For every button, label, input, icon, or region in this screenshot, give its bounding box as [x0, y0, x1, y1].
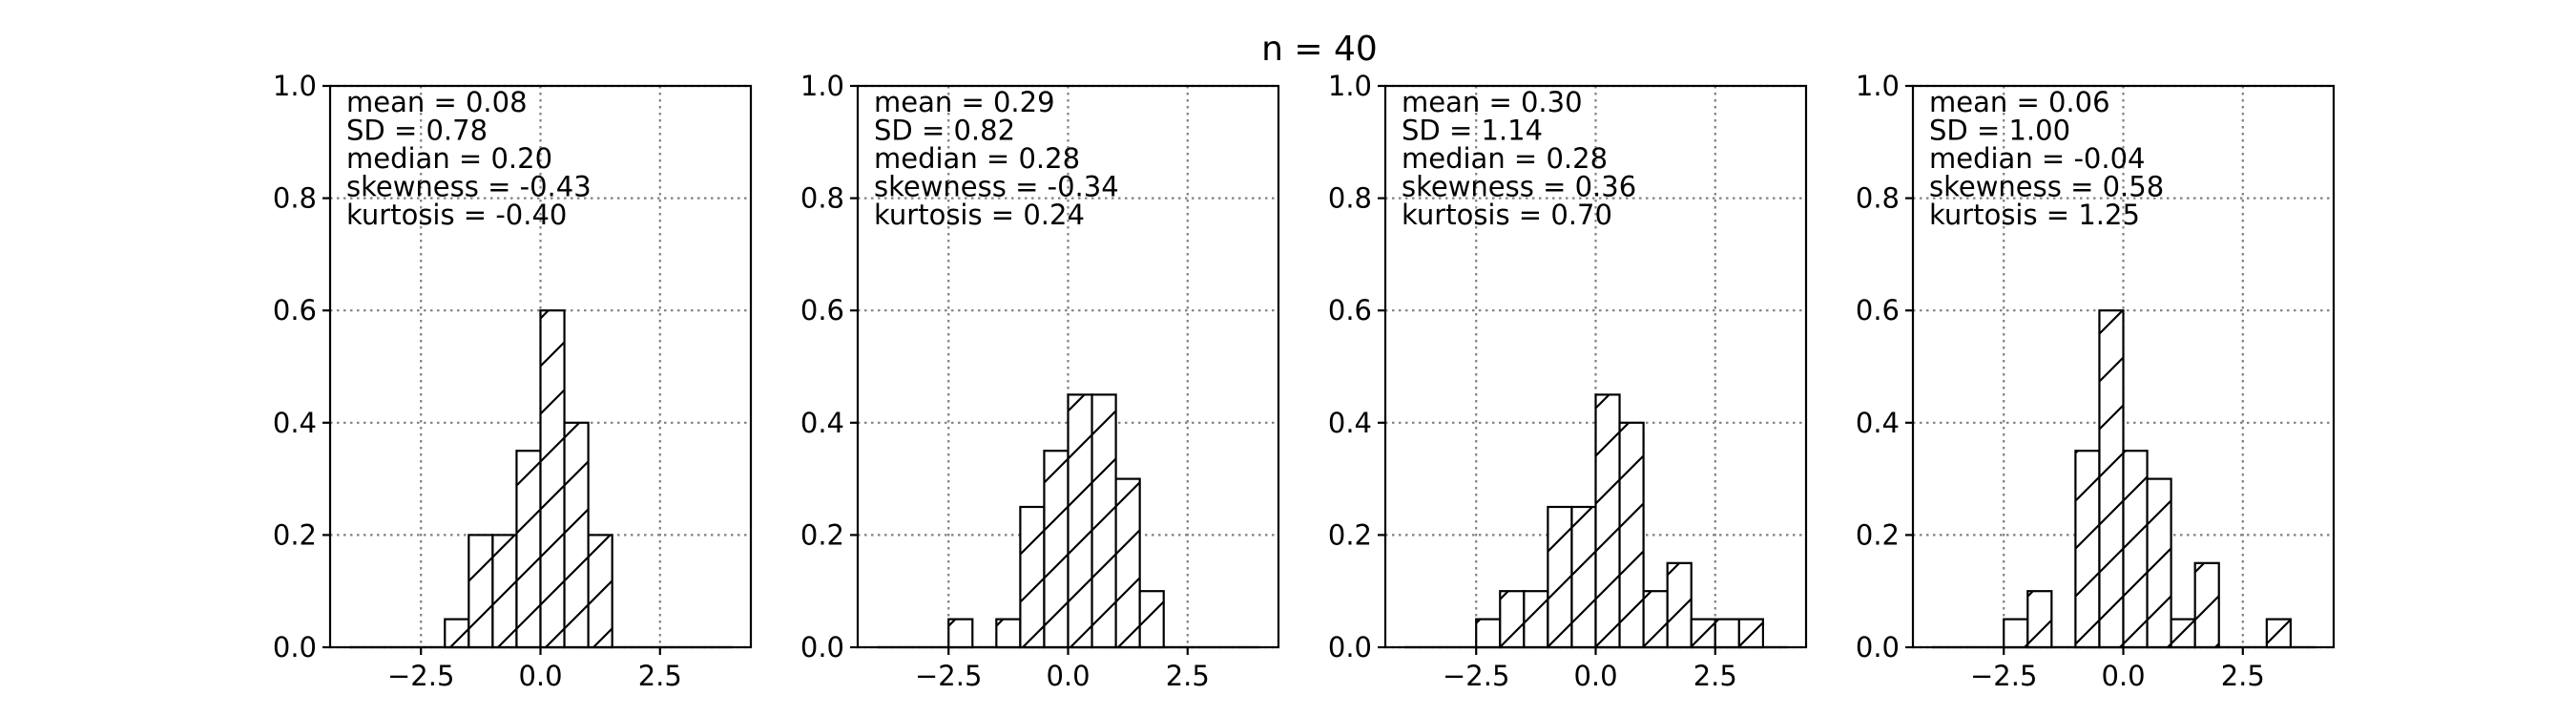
y-tick-label: 0.4	[1328, 407, 1372, 439]
y-tick-label: 0.8	[800, 182, 844, 215]
histogram-bar	[1091, 393, 1117, 649]
histogram-bar	[1523, 590, 1549, 649]
histogram-bar	[1138, 590, 1165, 649]
x-tick-label: 0.0	[2101, 660, 2145, 692]
histogram-bar	[1499, 590, 1526, 649]
histogram-bar	[1043, 450, 1070, 649]
histogram-bar	[2026, 590, 2053, 649]
y-tick-label: 0.6	[800, 294, 844, 326]
histogram-bar	[1570, 505, 1597, 649]
y-tick-label: 1.0	[800, 70, 844, 102]
stat-annotation: skewness = -0.34	[874, 171, 1119, 203]
stat-annotation: skewness = -0.43	[346, 171, 592, 203]
x-tick-label: 0.0	[1046, 660, 1090, 692]
y-tick-label: 0.4	[1856, 407, 1900, 439]
x-tick-label: 2.5	[638, 660, 682, 692]
stat-annotation: median = 0.28	[1402, 142, 1608, 175]
x-tick-label: −2.5	[1970, 660, 2037, 692]
histogram-bar	[539, 309, 566, 649]
y-tick-label: 1.0	[1856, 70, 1900, 102]
histogram-bar	[467, 534, 494, 649]
histogram-bar	[2098, 309, 2125, 649]
y-tick-label: 0.0	[273, 631, 317, 663]
y-tick-label: 0.0	[1328, 631, 1372, 663]
stat-annotation: mean = 0.08	[346, 86, 528, 118]
histogram-bar	[1737, 618, 1764, 649]
histogram-bar	[1666, 561, 1693, 649]
y-tick-label: 0.2	[800, 518, 844, 551]
histogram-bar	[1618, 421, 1645, 649]
y-tick-label: 0.8	[273, 182, 317, 215]
histogram-bar	[491, 534, 518, 649]
histogram-bar	[2074, 450, 2101, 649]
stat-annotation: skewness = 0.36	[1402, 171, 1636, 203]
y-tick-label: 0.8	[1856, 182, 1900, 215]
stat-annotation: kurtosis = 1.25	[1929, 199, 2140, 231]
histogram-bar	[2122, 450, 2149, 649]
stat-annotation: SD = 0.78	[346, 115, 488, 147]
stat-annotation: median = -0.04	[1929, 142, 2145, 175]
stat-annotation: skewness = 0.58	[1929, 171, 2164, 203]
figure-title: n = 40	[1261, 30, 1378, 69]
histogram-panel-1: 0.0 0.2 0.4 0.6 0.8 1.0 −2.5 0.0 2.5 mean = 0.08S…	[273, 70, 753, 692]
histogram-bar	[1067, 393, 1093, 649]
stat-annotation: kurtosis = -0.40	[346, 199, 567, 231]
stat-annotation: mean = 0.06	[1929, 86, 2110, 118]
x-tick-label: −2.5	[387, 660, 454, 692]
histogram-bar	[515, 450, 542, 649]
histogram-bar	[2265, 618, 2292, 649]
y-tick-label: 0.0	[1856, 631, 1900, 663]
histogram-bar	[2146, 477, 2172, 649]
histogram-bar	[2003, 618, 2029, 649]
y-tick-label: 1.0	[1328, 70, 1372, 102]
y-tick-label: 0.2	[273, 518, 317, 551]
x-tick-label: 0.0	[1573, 660, 1617, 692]
histogram-bar	[2170, 618, 2196, 649]
histogram-bar	[1019, 505, 1046, 649]
histogram-bar	[563, 421, 590, 649]
x-tick-label: −2.5	[1443, 660, 1509, 692]
stat-annotation: mean = 0.29	[874, 86, 1055, 118]
histogram-bar	[1475, 618, 1502, 649]
histogram-bar	[1714, 618, 1740, 649]
stat-annotation: SD = 0.82	[874, 115, 1015, 147]
stat-annotation: median = 0.28	[874, 142, 1080, 175]
y-tick-label: 1.0	[273, 70, 317, 102]
histogram-bar	[1114, 477, 1141, 649]
histogram-panel-2: 0.0 0.2 0.4 0.6 0.8 1.0 −2.5 0.0 2.5 mean = 0.29S…	[800, 70, 1280, 692]
x-tick-label: −2.5	[915, 660, 982, 692]
y-tick-label: 0.6	[1856, 294, 1900, 326]
stat-annotation: median = 0.20	[346, 142, 552, 175]
histogram-bar	[947, 618, 974, 649]
y-tick-label: 0.4	[273, 407, 317, 439]
y-tick-label: 0.6	[1328, 294, 1372, 326]
x-tick-label: 2.5	[1693, 660, 1737, 692]
stat-annotation: kurtosis = 0.70	[1402, 199, 1612, 231]
histogram-bar	[1642, 590, 1669, 649]
stat-annotation: kurtosis = 0.24	[874, 199, 1085, 231]
stat-annotation: SD = 1.14	[1402, 115, 1543, 147]
x-tick-label: 2.5	[2221, 660, 2265, 692]
y-tick-label: 0.2	[1856, 518, 1900, 551]
y-tick-label: 0.2	[1328, 518, 1372, 551]
y-tick-label: 0.8	[1328, 182, 1372, 215]
histogram-bar	[1547, 505, 1573, 649]
stat-annotation: SD = 1.00	[1929, 115, 2070, 147]
histogram-bar	[587, 534, 613, 649]
y-tick-label: 0.0	[800, 631, 844, 663]
histogram-bar	[995, 618, 1022, 649]
x-tick-label: 0.0	[518, 660, 562, 692]
histogram-bar	[1594, 393, 1621, 649]
histogram-panel-3: 0.0 0.2 0.4 0.6 0.8 1.0 −2.5 0.0 2.5 mean = 0.30S…	[1328, 70, 1808, 692]
x-tick-label: 2.5	[1166, 660, 1210, 692]
histogram-bar	[1690, 618, 1716, 649]
stat-annotation: mean = 0.30	[1402, 86, 1583, 118]
histogram-bar	[2193, 561, 2220, 649]
histogram-panel-4: 0.0 0.2 0.4 0.6 0.8 1.0 −2.5 0.0 2.5 mean = 0.06S…	[1856, 70, 2336, 692]
y-tick-label: 0.4	[800, 407, 844, 439]
y-tick-label: 0.6	[273, 294, 317, 326]
histogram-bar	[444, 618, 470, 649]
